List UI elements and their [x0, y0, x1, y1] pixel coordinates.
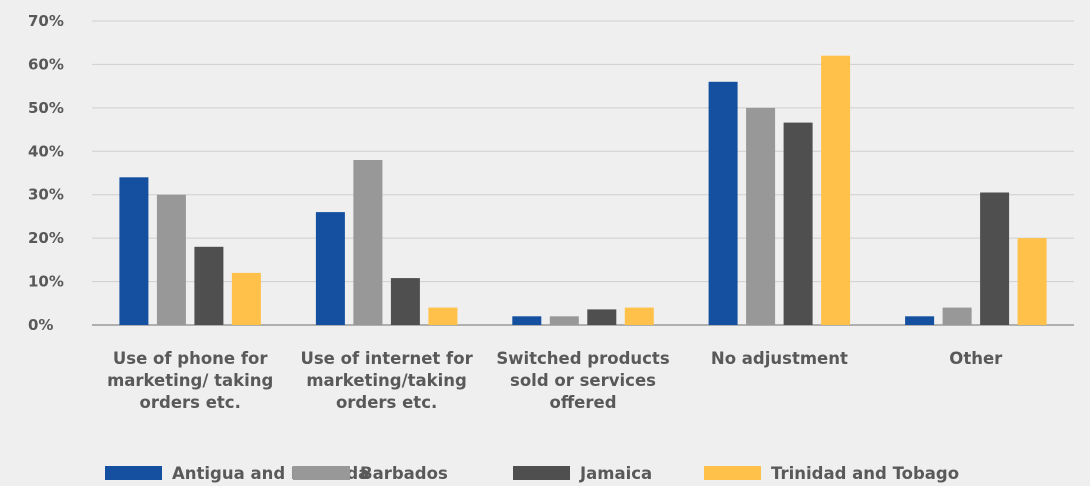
bar-trinidad-and-tobago: [624, 307, 654, 325]
x-category-label: Switched products sold or services offered: [496, 349, 669, 412]
bar-trinidad-and-tobago: [821, 55, 851, 325]
y-tick-label: 60%: [28, 55, 64, 73]
legend-label: Jamaica: [579, 464, 652, 483]
legend-swatch: [704, 466, 761, 480]
bar-barbados: [942, 307, 972, 325]
x-category-label: Use of internet for marketing/taking order…: [300, 349, 473, 412]
y-tick-label: 20%: [28, 229, 64, 247]
legend-swatch: [105, 466, 162, 480]
bar-antigua-and-barbuda: [315, 212, 345, 325]
bar-trinidad-and-tobago: [231, 272, 261, 325]
bar-antigua-and-barbuda: [512, 316, 542, 325]
bar-trinidad-and-tobago: [428, 307, 458, 325]
legend-label: Barbados: [360, 464, 448, 483]
bar-barbados: [156, 194, 186, 325]
y-tick-label: 40%: [28, 142, 64, 160]
bar-antigua-and-barbuda: [905, 316, 935, 325]
x-category-label: No adjustment: [711, 349, 848, 368]
bar-barbados: [353, 160, 383, 325]
legend-swatch: [293, 466, 350, 480]
bar-barbados: [746, 107, 776, 326]
y-tick-label: 30%: [28, 186, 64, 204]
bar-antigua-and-barbuda: [119, 177, 149, 325]
bar-jamaica: [390, 278, 420, 325]
bar-jamaica: [783, 122, 813, 325]
bar-jamaica: [587, 309, 617, 325]
bars: [119, 55, 1047, 326]
legend-swatch: [513, 466, 570, 480]
bar-jamaica: [980, 192, 1010, 325]
y-tick-label: 10%: [28, 273, 64, 291]
bar-trinidad-and-tobago: [1017, 238, 1047, 325]
bar-barbados: [549, 316, 579, 325]
x-category-label: Use of phone for marketing/ taking orders …: [107, 349, 273, 412]
bar-antigua-and-barbuda: [708, 81, 738, 325]
y-tick-label: 0%: [28, 316, 53, 334]
x-category-label: Other: [949, 349, 1003, 368]
y-axis-ticks: 0% 10% 20% 30% 40% 50% 60% 70%: [28, 12, 64, 334]
x-axis-categories: Use of phone for marketing/ taking orders …: [107, 349, 1003, 412]
y-tick-label: 50%: [28, 99, 64, 117]
legend-label: Trinidad and Tobago: [771, 464, 959, 483]
y-tick-label: 70%: [28, 12, 64, 30]
bar-jamaica: [194, 246, 224, 325]
